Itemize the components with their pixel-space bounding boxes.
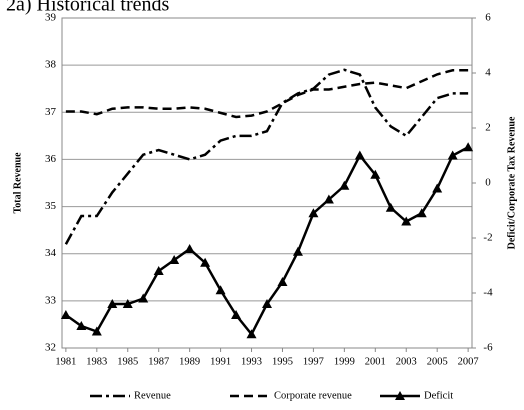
- x-tick-label: 1981: [55, 356, 76, 367]
- point-marker: [215, 285, 226, 295]
- point-marker: [385, 202, 396, 212]
- y-tick-label: 34: [45, 247, 57, 259]
- y-tick-label: 35: [45, 200, 57, 212]
- point-marker: [292, 246, 303, 256]
- x-tick-label: 2001: [365, 356, 386, 367]
- y-axis-label: Total Revenue: [12, 152, 23, 214]
- point-marker: [138, 293, 149, 303]
- x-tick-label: 1995: [272, 356, 293, 367]
- y-tick-label: 38: [45, 59, 57, 71]
- y-tick-label: 33: [45, 294, 57, 306]
- x-tick-label: 1999: [334, 356, 355, 367]
- y-tick-label: 37: [45, 106, 57, 118]
- point-marker: [262, 299, 272, 308]
- x-tick-label: 1985: [117, 356, 138, 367]
- x-tick-label: 1987: [148, 356, 169, 367]
- point-marker: [246, 329, 257, 339]
- point-marker: [122, 299, 133, 308]
- legend-marker: [395, 391, 405, 400]
- point-marker: [107, 299, 118, 308]
- point-marker: [463, 142, 474, 152]
- x-tick-label: 1993: [241, 356, 262, 367]
- y2-tick-label: 0: [485, 177, 491, 189]
- y-tick-label: 39: [45, 12, 57, 24]
- plot-frame: [61, 17, 473, 349]
- point-marker: [91, 326, 102, 336]
- y2-tick-label: 4: [485, 67, 491, 79]
- point-marker: [323, 194, 334, 204]
- point-marker: [76, 321, 87, 330]
- legend-label: Deficit: [424, 390, 453, 401]
- point-marker: [277, 277, 288, 286]
- y2-tick-label: -6: [483, 342, 493, 354]
- legend-label: Revenue: [134, 390, 171, 401]
- point-marker: [169, 255, 180, 264]
- y2-tick-label: -2: [483, 232, 492, 244]
- x-tick-label: 1991: [210, 356, 231, 367]
- x-tick-label: 2007: [458, 356, 479, 367]
- x-tick-label: 1983: [86, 356, 107, 367]
- point-marker: [432, 183, 443, 193]
- point-marker: [153, 266, 164, 275]
- y2-tick-label: 2: [485, 122, 491, 134]
- point-marker: [231, 310, 242, 319]
- point-marker: [447, 150, 458, 160]
- point-marker: [184, 244, 195, 253]
- point-marker: [308, 208, 319, 218]
- point-marker: [339, 180, 350, 190]
- point-marker: [370, 169, 381, 179]
- x-tick-label: 2003: [396, 356, 417, 367]
- chart-title: 2a) Historical trends: [6, 0, 169, 16]
- x-tick-label: 1997: [303, 356, 324, 367]
- point-marker: [401, 216, 412, 226]
- legend-label: Corporate revenue: [274, 390, 352, 401]
- point-marker: [60, 310, 71, 319]
- y-tick-label: 36: [45, 153, 57, 165]
- point-marker: [200, 257, 211, 267]
- y-tick-label: 32: [45, 342, 56, 354]
- point-marker: [354, 150, 365, 160]
- series-line: [65, 69, 469, 119]
- x-tick-label: 2005: [427, 356, 448, 367]
- x-tick-label: 1989: [179, 356, 200, 367]
- y2-axis-label: Deficit/Corporate Tax Revenue: [506, 116, 517, 249]
- y2-tick-label: -4: [483, 287, 493, 299]
- point-marker: [416, 208, 427, 218]
- series-line: [64, 68, 469, 245]
- y2-tick-label: 6: [485, 12, 491, 24]
